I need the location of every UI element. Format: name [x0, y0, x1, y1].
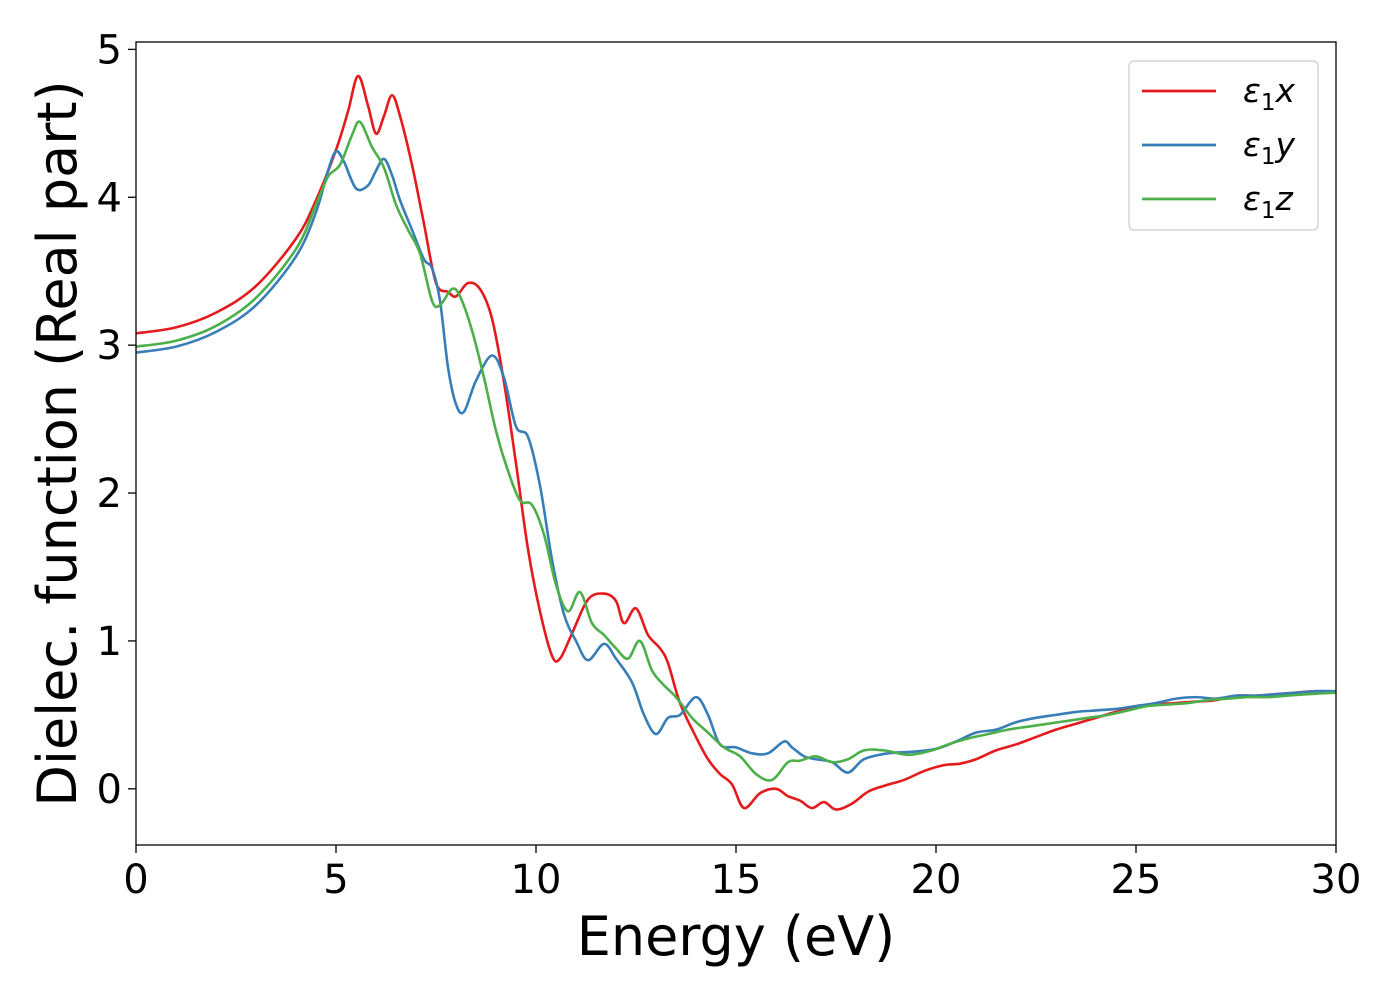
x-tick-label: 5 [323, 857, 348, 903]
x-tick-label: 30 [1311, 857, 1362, 903]
legend-label: ε1y [1243, 125, 1295, 170]
y-tick-label: 2 [97, 471, 122, 517]
legend-item-x: ε1x [1142, 71, 1295, 116]
y-tick-label: 0 [97, 767, 122, 813]
x-axis-title: Energy (eV) [577, 905, 896, 968]
x-tick-label: 20 [911, 857, 962, 903]
x-tick-label: 15 [711, 857, 762, 903]
legend-label: ε1x [1243, 71, 1295, 116]
y-tick-label: 5 [97, 27, 122, 73]
x-tick-label: 0 [123, 857, 148, 903]
series-line-y [136, 149, 1336, 774]
x-axis-ticks: 0 5 10 15 20 25 30 [123, 845, 1361, 903]
series-line-z [136, 120, 1336, 782]
x-tick-label: 25 [1111, 857, 1162, 903]
legend-item-y: ε1y [1142, 125, 1295, 170]
x-tick-label: 10 [511, 857, 562, 903]
y-axis-title: Dielec. function (Real part) [26, 80, 89, 806]
legend: ε1x ε1y ε1z [1128, 60, 1319, 231]
legend-item-z: ε1z [1142, 179, 1293, 224]
legend-frame [1128, 60, 1319, 231]
y-axis-ticks: 0 1 2 3 4 5 [97, 27, 136, 813]
y-tick-label: 3 [97, 323, 122, 369]
legend-label: ε1z [1243, 179, 1293, 224]
y-tick-label: 4 [97, 175, 122, 221]
series-layer [136, 74, 1336, 811]
y-tick-label: 1 [97, 619, 122, 665]
